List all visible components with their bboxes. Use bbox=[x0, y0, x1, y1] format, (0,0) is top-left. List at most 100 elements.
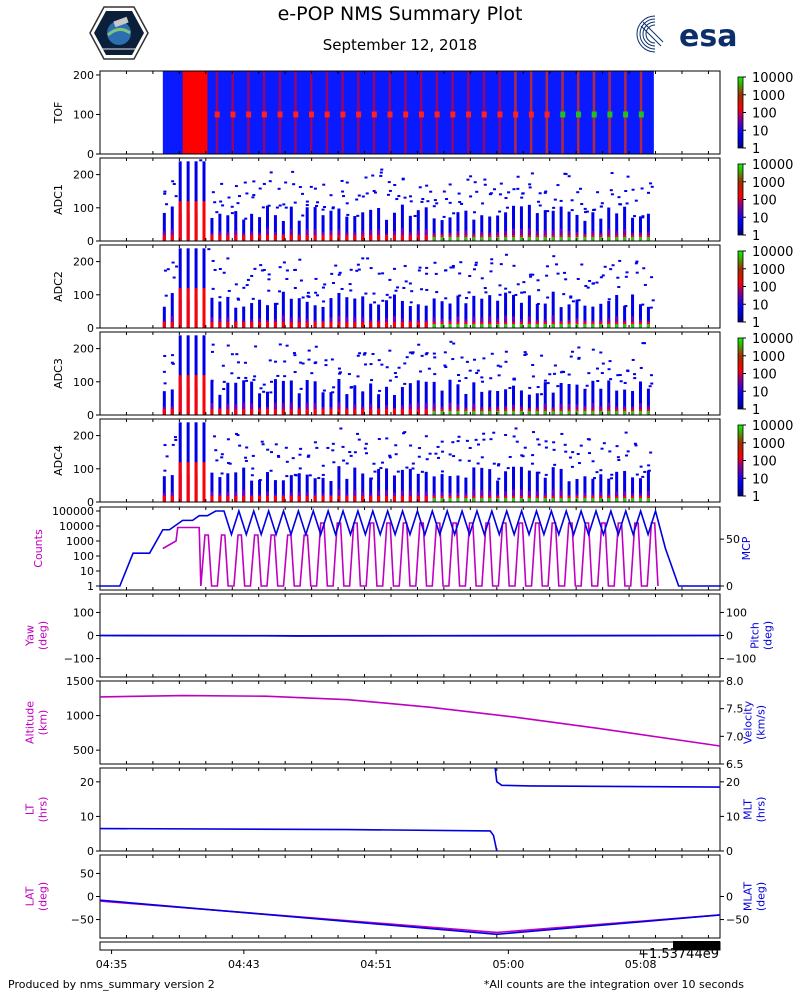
panel-adc2-column-low bbox=[512, 324, 516, 328]
panel-tof-peak bbox=[403, 111, 409, 118]
panel-adc3-column bbox=[623, 389, 627, 415]
panel-adc2-column bbox=[369, 303, 373, 328]
panel-adc1-column-core bbox=[202, 201, 206, 241]
panel-altitude-right-label: Velocity (km/s) bbox=[742, 700, 768, 744]
panel-adc2-speck bbox=[267, 278, 271, 281]
panel-adc3-speck bbox=[457, 373, 461, 376]
panel-adc2-speck bbox=[175, 265, 179, 268]
panel-adc4-column bbox=[416, 473, 420, 502]
panel-adc1-speck bbox=[633, 215, 637, 218]
panel-adc1-column-core bbox=[337, 235, 341, 241]
panel-adc1-column-core bbox=[400, 235, 404, 241]
panel-adc2-column-core bbox=[408, 322, 412, 328]
panel-adc2-column-low bbox=[504, 324, 508, 328]
panel-adc2-speck bbox=[282, 261, 286, 264]
panel-adc2-speck bbox=[306, 295, 310, 298]
panel-adc2-speck bbox=[635, 271, 639, 274]
panel-adc2-speck bbox=[514, 293, 518, 296]
panel-adc1-column bbox=[543, 210, 547, 241]
panel-adc3-column bbox=[226, 382, 230, 415]
panel-adc3-column bbox=[408, 383, 412, 415]
panel-adc2-speck bbox=[592, 282, 596, 285]
panel-attitude-right-label: Pitch (deg) bbox=[749, 621, 775, 650]
panel-adc1-column-core bbox=[218, 235, 222, 241]
panel-adc1-speck bbox=[507, 191, 511, 194]
panel-adc1-speck bbox=[163, 192, 167, 195]
panel-adc3-speck bbox=[322, 389, 326, 392]
panel-adc2-speck bbox=[465, 297, 469, 300]
panel-adc4-speck bbox=[215, 459, 219, 462]
panel-lt-frame bbox=[99, 767, 721, 852]
panel-adc3-speck bbox=[468, 369, 472, 372]
panel-adc3-column bbox=[480, 391, 484, 415]
panel-adc3-column bbox=[615, 390, 619, 415]
panel-adc2-speck bbox=[562, 271, 566, 274]
panel-lt-ytick-label: 20 bbox=[80, 776, 94, 789]
panel-adc2-ylabel-line: ADC2 bbox=[52, 271, 65, 302]
panel-adc4-speck bbox=[377, 438, 381, 441]
panel-adc4-column-core bbox=[361, 496, 365, 502]
panel-adc2-speck bbox=[571, 300, 575, 303]
panel-adc4-column-low bbox=[519, 498, 523, 502]
panel-adc3-speck bbox=[420, 354, 424, 357]
panel-adc2-speck bbox=[260, 269, 264, 272]
panel-adc3-column bbox=[289, 380, 293, 415]
panel-adc4-speck bbox=[251, 467, 255, 470]
panel-adc4-speck bbox=[649, 451, 653, 454]
panel-adc1-column bbox=[369, 209, 373, 241]
panel-adc2-column bbox=[170, 293, 174, 328]
panel-adc3-column bbox=[504, 389, 508, 415]
panel-adc4-column-low bbox=[646, 498, 650, 502]
panel-adc3-speck bbox=[210, 350, 214, 353]
panel-adc3-speck bbox=[609, 378, 613, 381]
panel-adc3-speck bbox=[424, 353, 428, 356]
panel-adc1-speck bbox=[521, 192, 525, 195]
panel-adc4-speck bbox=[411, 462, 415, 465]
panel-counts-frame bbox=[99, 506, 721, 591]
panel-adc1-speck bbox=[435, 202, 439, 205]
panel-adc2-speck bbox=[404, 280, 408, 283]
panel-adc1-column-mid bbox=[289, 228, 293, 241]
panel-adc1-speck bbox=[442, 190, 446, 193]
panel-adc3-column-low bbox=[432, 411, 436, 415]
panel-adc3-speck bbox=[417, 343, 421, 346]
panel-adc2-speck bbox=[171, 261, 175, 264]
panel-adc1-speck bbox=[321, 208, 325, 211]
panel-adc3-column-low bbox=[440, 411, 444, 415]
panel-adc3-column-low bbox=[464, 411, 468, 415]
panel-adc1-column-low bbox=[567, 237, 571, 241]
panel-adc1-column bbox=[631, 217, 635, 241]
panel-tof-colorbar bbox=[737, 76, 744, 149]
panel-adc1-column-low bbox=[472, 237, 476, 241]
panel-adc4-column-core bbox=[178, 462, 182, 502]
panel-adc4-speck bbox=[269, 469, 273, 472]
panel-adc4-column-core bbox=[202, 462, 206, 502]
panel-adc2-speck bbox=[512, 264, 516, 267]
panel-adc3-speck bbox=[338, 372, 342, 375]
panel-adc1-column bbox=[607, 207, 611, 241]
panel-adc2-speck bbox=[227, 289, 231, 292]
panel-adc2-speck bbox=[372, 292, 376, 295]
panel-adc3-column bbox=[369, 383, 373, 415]
panel-adc1-column-mid bbox=[527, 228, 531, 241]
panel-adc2-speck bbox=[425, 266, 429, 269]
panel-adc2-speck bbox=[499, 263, 503, 266]
panel-adc3-column-core bbox=[361, 409, 365, 415]
panel-adc2-column-core bbox=[178, 288, 182, 328]
panel-adc2-column bbox=[638, 304, 642, 328]
panel-adc4-speck bbox=[458, 459, 462, 462]
panel-adc4-speck bbox=[163, 469, 167, 472]
panel-adc3-column bbox=[345, 394, 349, 415]
panel-adc3-column-low bbox=[535, 411, 539, 415]
time-axis-offset-bar bbox=[673, 941, 720, 950]
panel-adc4-speck bbox=[163, 444, 167, 447]
panel-adc2-column-core bbox=[218, 322, 222, 328]
panel-adc3-column-core bbox=[178, 375, 182, 415]
panel-counts-ytick-label: 10 bbox=[80, 565, 94, 578]
panel-adc2-column-low bbox=[646, 324, 650, 328]
panel-adc1-speck bbox=[650, 185, 654, 188]
panel-adc1-speck bbox=[552, 206, 556, 209]
panel-adc3-column-mid bbox=[416, 402, 420, 415]
panel-adc4-column-mid bbox=[519, 489, 523, 502]
panel-adc4-column bbox=[456, 475, 460, 502]
